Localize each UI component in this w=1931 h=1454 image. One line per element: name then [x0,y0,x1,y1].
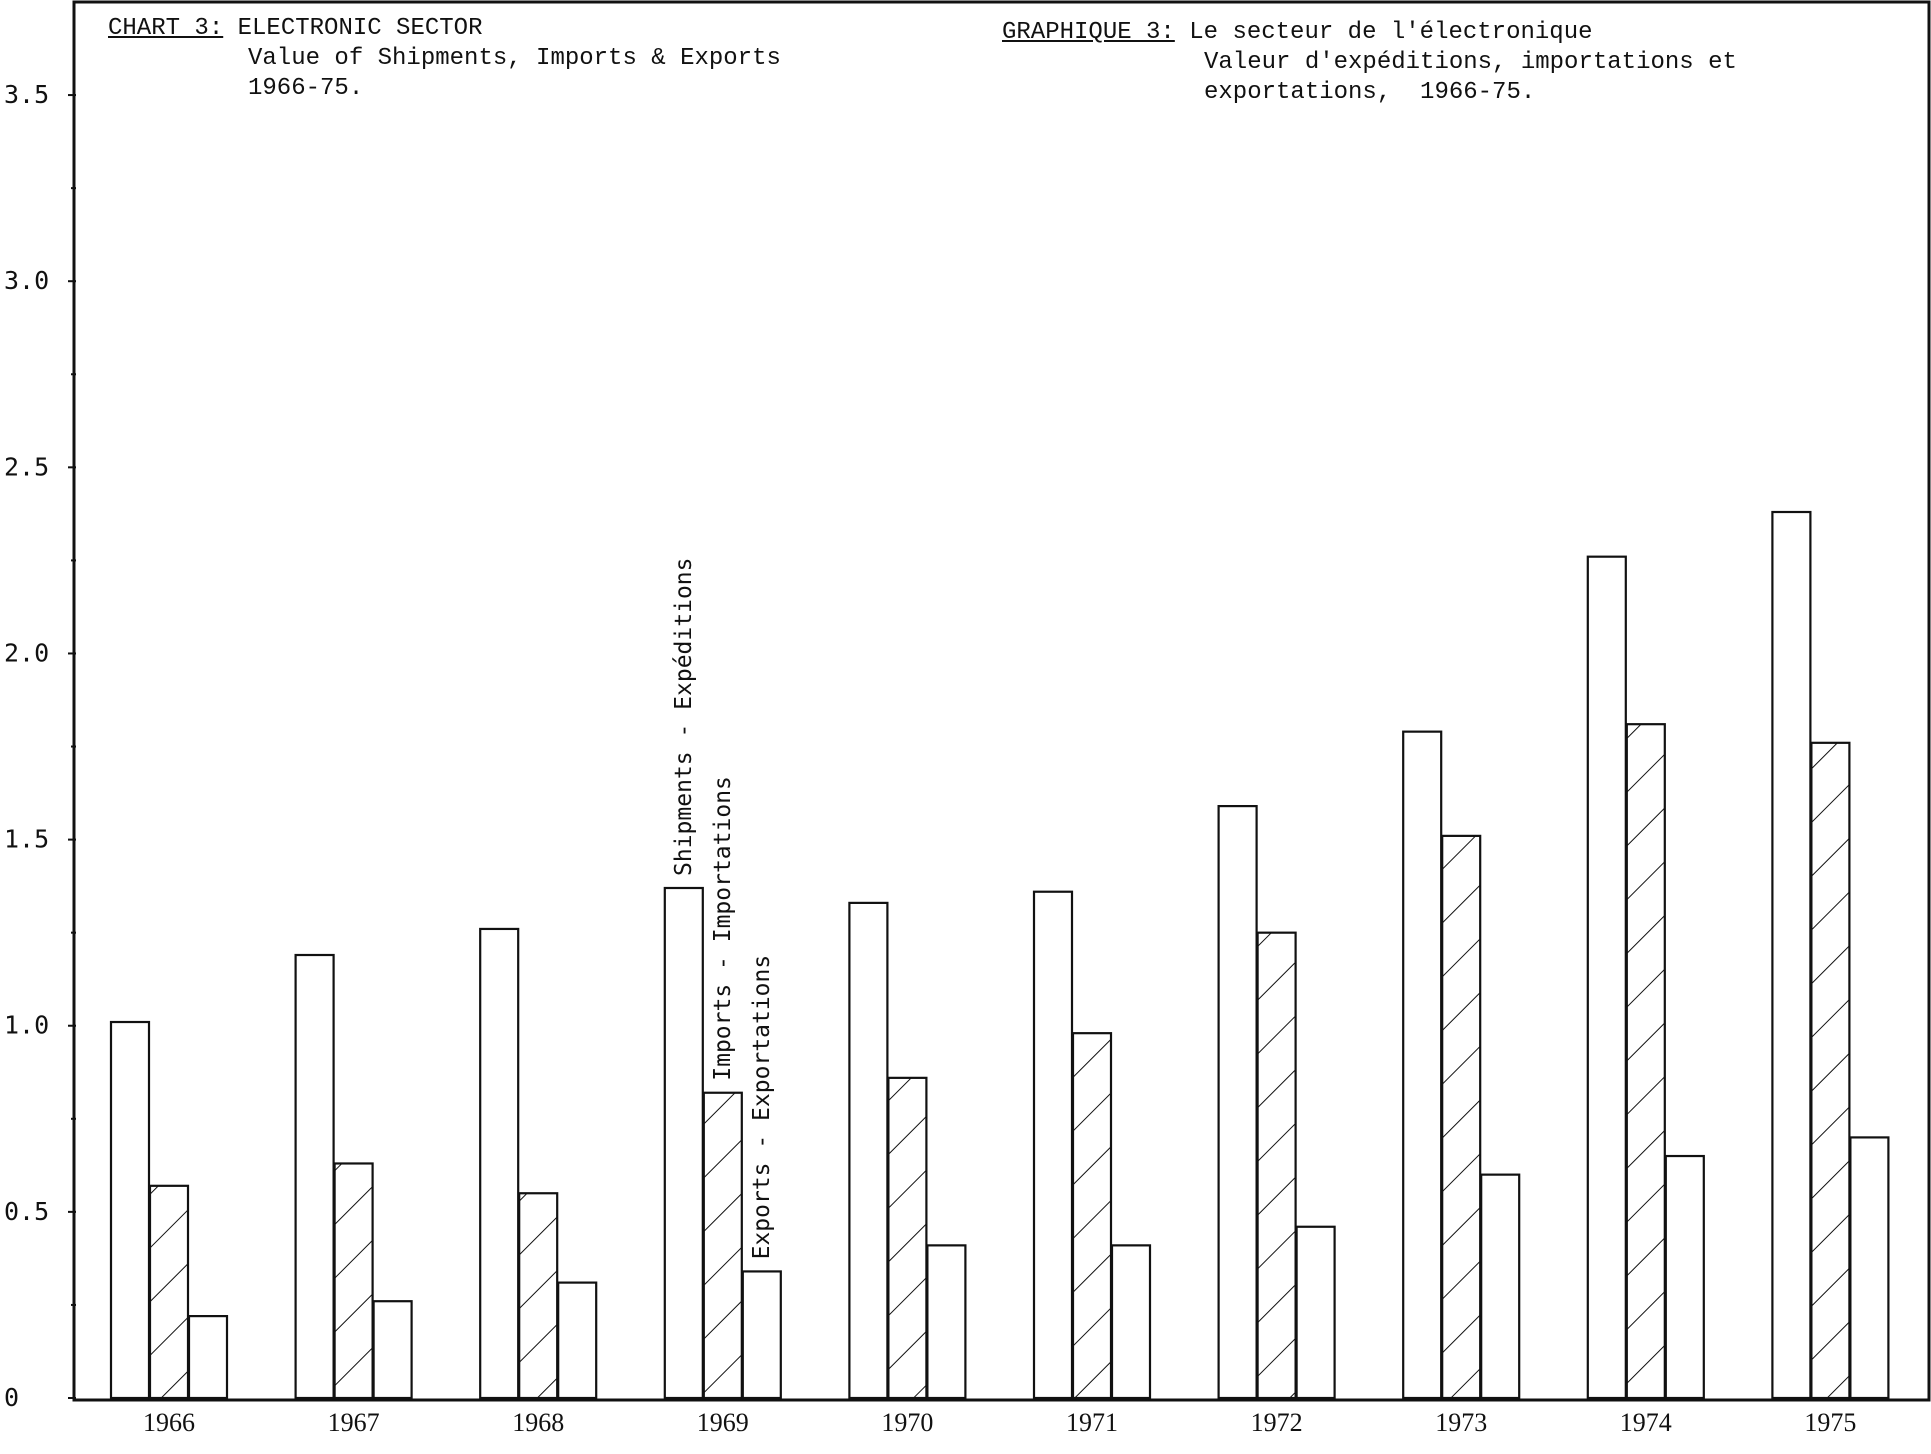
y-tick-label: 1.0 [4,1011,49,1040]
x-tick-label-1969: 1969 [697,1408,749,1437]
bar-1967-series-2 [333,1162,374,1400]
bar-1972-series-3 [1295,1225,1336,1400]
bar-1975-series-2 [1810,741,1851,1400]
chart-frame [72,0,1931,1402]
x-tick-label-1973: 1973 [1435,1408,1487,1437]
chart-title-fr-line-1: Le secteur de l'électronique [1189,19,1593,46]
bar-1975-series-3 [1849,1136,1890,1400]
bar-1970-series-3 [926,1244,967,1400]
bar-1973-series-3 [1480,1173,1521,1400]
bar-1971-series-2 [1071,1032,1113,1400]
bar-1971-series-1 [1032,890,1074,1400]
bar-1969-series-3 [741,1270,782,1400]
bar-1974-series-3 [1664,1154,1705,1400]
bar-1967-series-1 [294,953,335,1400]
bar-1969-series-1 [663,886,704,1400]
bar-1972-series-2 [1256,931,1297,1400]
series-label-1: Shipments - Expéditions [671,557,697,876]
x-tick-label-1966: 1966 [143,1408,195,1437]
bar-1969-series-2 [702,1091,743,1400]
bar-1966-series-1 [109,1020,151,1400]
chart-title-english: CHART 3: ELECTRONIC SECTOR Value of Shipm… [108,14,781,104]
chart-title-fr-line-3: exportations, 1966-75. [1204,79,1536,106]
x-tick-label-1972: 1972 [1251,1408,1303,1437]
bar-1968-series-3 [557,1281,598,1400]
x-tick-label-1975: 1975 [1804,1408,1856,1437]
bar-1973-series-2 [1441,834,1482,1400]
x-tick-label-1967: 1967 [328,1408,380,1437]
bars [109,510,1890,1400]
chart-title-en-label: CHART 3: [108,15,224,42]
x-tick-label-1970: 1970 [881,1408,933,1437]
bar-1970-series-1 [848,901,889,1400]
bar-1970-series-2 [887,1076,928,1400]
bar-1968-series-2 [518,1192,559,1400]
bar-1972-series-1 [1217,804,1258,1400]
chart-title-french: GRAPHIQUE 3: Le secteur de l'électroniqu… [1002,18,1737,108]
x-tick-label-1974: 1974 [1620,1408,1672,1437]
chart-title-fr-line-2: Valeur d'expéditions, importations et [1204,49,1737,76]
bar-1973-series-1 [1402,730,1443,1400]
y-tick-label: 3.0 [4,266,49,295]
y-tick-label: 3.5 [4,80,49,109]
y-tick-label: 1.5 [4,825,49,854]
series-label-2: Imports - Importations [710,776,736,1081]
chart-title-en-line-3: 1966-75. [248,75,364,102]
y-tick-label: 2.5 [4,452,49,481]
bar-1968-series-1 [479,927,520,1400]
y-axis: 0 0.5 1.0 1.5 2.0 2.5 3.0 3.5 [4,80,76,1412]
chart-title-en-line-1: ELECTRONIC SECTOR [237,15,483,42]
x-tick-label-1968: 1968 [512,1408,564,1437]
chart-title-en-line-2: Value of Shipments, Imports & Exports [248,45,781,72]
x-tick-label-1971: 1971 [1066,1408,1118,1437]
y-tick-label: 2.0 [4,638,49,667]
bar-1974-series-2 [1625,723,1666,1400]
y-tick-label: 0 [4,1383,19,1412]
bar-1975-series-1 [1771,510,1812,1400]
bar-1967-series-3 [372,1300,413,1400]
bar-1966-series-3 [187,1315,229,1400]
x-axis-labels: 1966 1967 1968 1969 1970 1971 1972 1973 1974 1975 [143,1408,1856,1437]
bar-1971-series-3 [1110,1244,1152,1400]
series-labels: Shipments - Expéditions Imports - Importa… [671,557,775,1259]
chart-title-fr-label: GRAPHIQUE 3: [1002,19,1175,46]
y-tick-label: 0.5 [4,1197,49,1226]
series-label-3: Exports - Exportations [749,955,775,1260]
bar-1966-series-2 [148,1184,190,1400]
bar-1974-series-1 [1586,555,1627,1400]
